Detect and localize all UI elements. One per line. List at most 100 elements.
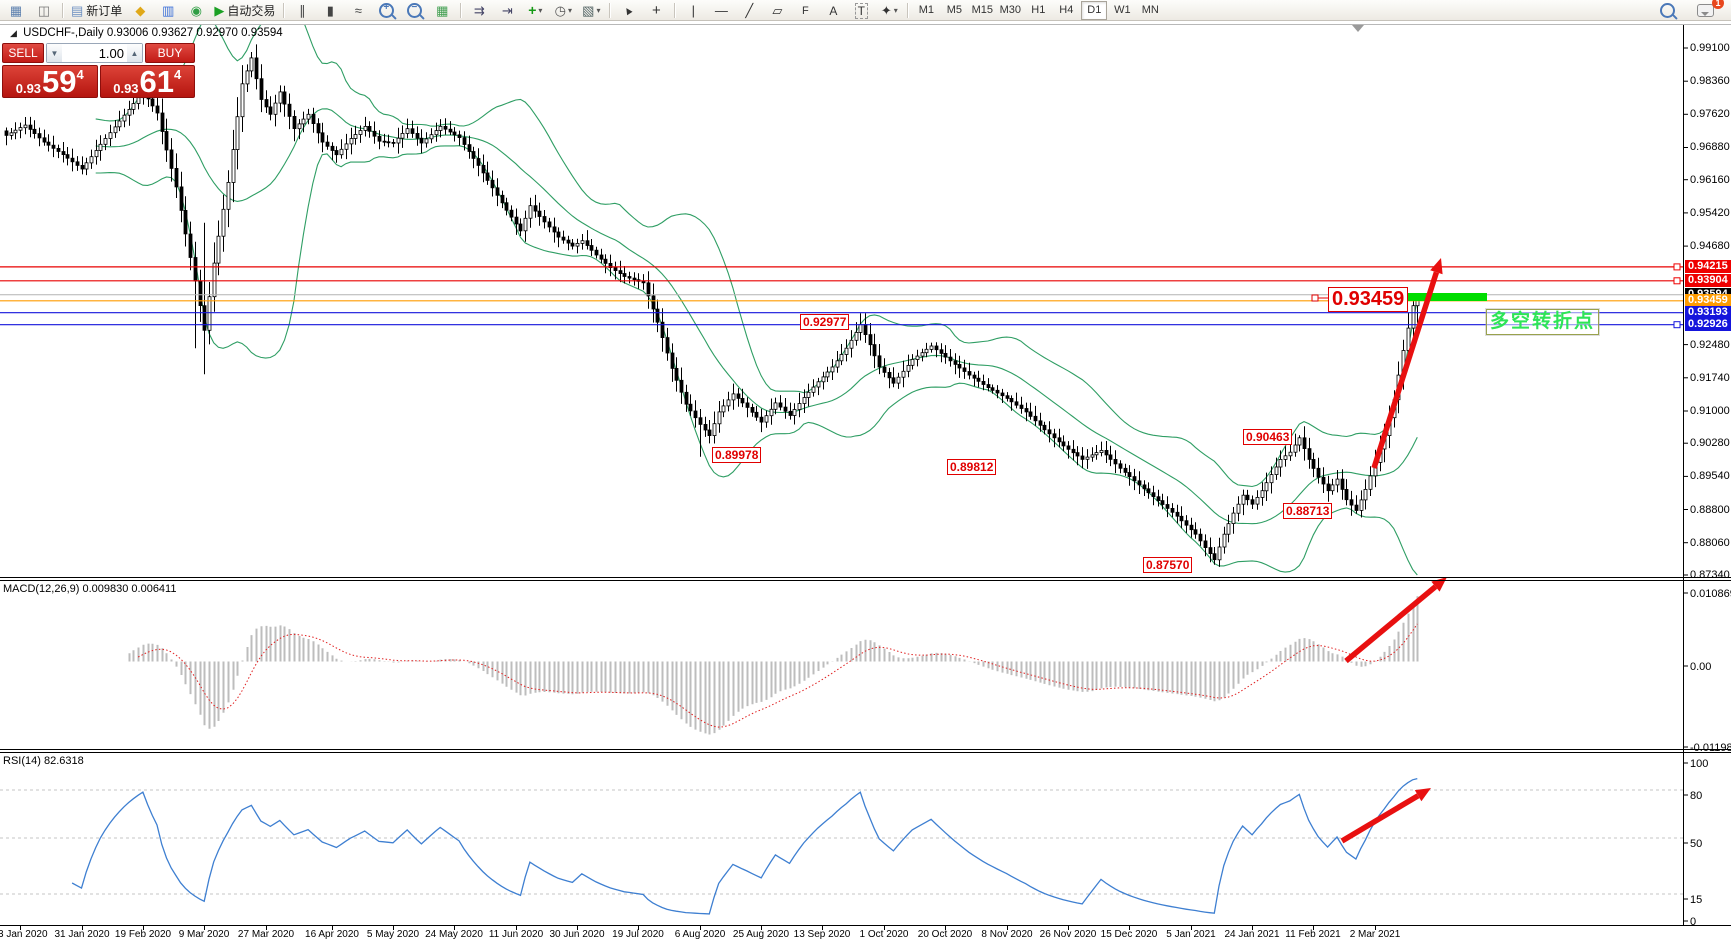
new-order-icon (71, 4, 83, 17)
text-tool-icon (829, 4, 837, 17)
indicator-tick-label: 80 (1690, 790, 1703, 802)
candlestick-icon (327, 4, 334, 17)
price-callout-label[interactable]: 0.93459 (1328, 287, 1409, 312)
collapse-panel-icon[interactable]: ◢ (10, 28, 17, 38)
timeframe-h4-button[interactable]: H4 (1059, 4, 1074, 16)
zoom-out-button[interactable]: − (401, 0, 427, 20)
price-tick-label: 0.89540 (1690, 470, 1730, 482)
indicators-menu-button[interactable]: ▾ (522, 0, 548, 20)
price-tick-label: 0.95420 (1690, 207, 1730, 219)
price-tick-label: 0.99100 (1690, 42, 1730, 54)
clock-icon (555, 4, 566, 17)
fibonacci-tool-button[interactable] (792, 0, 818, 20)
price-callout-label[interactable]: 0.89812 (947, 459, 997, 475)
auto-scroll-button[interactable] (466, 0, 492, 20)
price-tick-label: 0.97620 (1690, 108, 1730, 120)
volume-decrease-button[interactable]: ▼ (47, 44, 62, 62)
indicator-tick-label: 0 (1690, 916, 1697, 928)
text-label-icon (855, 4, 868, 17)
chat-bubble-icon (1696, 3, 1714, 17)
auto-trading-label: 自动交易 (227, 3, 276, 18)
chart-shift-button[interactable] (494, 0, 520, 20)
date-tick-label: 25 Aug 2020 (732, 929, 790, 940)
signals-icon (191, 4, 202, 17)
sell-button[interactable]: SELL (2, 43, 44, 63)
timeframe-d1-button[interactable]: D1 (1081, 0, 1108, 20)
trendline-tool-button[interactable] (736, 0, 762, 20)
periods-menu-button[interactable]: ▾ (550, 0, 576, 20)
date-tick-label: 1 Oct 2020 (859, 929, 909, 940)
price-callout-label[interactable]: 0.92977 (800, 314, 850, 330)
bar-chart-icon (299, 4, 306, 17)
templates-icon (582, 4, 594, 17)
auto-trading-button[interactable]: 自动交易 (211, 0, 278, 20)
timeframe-m5-button[interactable]: M5 (946, 4, 962, 16)
new-order-button[interactable]: 新订单 (68, 0, 125, 20)
horizontal-line-tool-button[interactable] (708, 0, 734, 20)
text-tool-button[interactable] (820, 0, 846, 20)
auto-trading-icon (214, 4, 224, 17)
date-tick-label: 11 Feb 2021 (1285, 929, 1341, 940)
volume-input[interactable] (62, 44, 127, 62)
price-tick-label: 0.96160 (1690, 174, 1730, 186)
search-button[interactable] (1654, 0, 1680, 20)
volume-increase-button[interactable]: ▲ (127, 44, 142, 62)
date-tick-label: 13 Sep 2020 (793, 929, 851, 940)
notifications-button[interactable]: 1 (1692, 0, 1724, 20)
buy-price-display[interactable]: 0.93 61 4 (99, 65, 195, 98)
crosshair-tool-button[interactable] (643, 0, 669, 20)
sell-price-pips: 59 (42, 64, 77, 99)
new-chart-window-button[interactable] (3, 0, 29, 20)
zoom-in-icon: + (378, 2, 394, 18)
templates-menu-button[interactable]: ▾ (578, 0, 604, 20)
date-tick-label: 19 Feb 2020 (114, 929, 172, 940)
turning-point-annotation: 多空转折点 (1486, 309, 1600, 335)
shapes-menu-button[interactable]: ▾ (876, 0, 902, 20)
shapes-icon (881, 4, 892, 17)
metaeditor-button[interactable] (127, 0, 153, 20)
price-callout-label[interactable]: 0.88713 (1283, 503, 1333, 519)
price-tick-label: 0.96880 (1690, 141, 1730, 153)
vertical-line-tool-button[interactable] (680, 0, 706, 20)
date-tick-label: 15 Dec 2020 (1100, 929, 1158, 940)
timeframe-m1-button[interactable]: M1 (918, 4, 934, 16)
date-tick-label: 26 Nov 2020 (1039, 929, 1097, 940)
timeframe-m15-button[interactable]: M15 (971, 4, 994, 16)
auto-scroll-icon (474, 4, 485, 17)
timeframe-mn-button[interactable]: MN (1141, 4, 1159, 16)
candlestick-chart-button[interactable] (317, 0, 343, 20)
toolbar-separator (674, 2, 676, 18)
date-tick-label: 20 Oct 2020 (917, 929, 973, 940)
price-tick-label: 0.91000 (1690, 405, 1730, 417)
timeframe-group: M1 M5 M15 M30 H1 H4 D1 W1 MN (912, 0, 1164, 20)
bar-chart-button[interactable] (289, 0, 315, 20)
date-tick-label: 24 Jan 2021 (1224, 929, 1280, 940)
channel-tool-button[interactable] (764, 0, 790, 20)
line-chart-icon (355, 4, 362, 17)
price-callout-label[interactable]: 0.90463 (1243, 429, 1293, 445)
date-tick-label: 11 Jun 2020 (488, 929, 544, 940)
price-callout-label[interactable]: 0.87570 (1143, 557, 1193, 573)
market-icon (162, 4, 174, 17)
zoom-in-button[interactable]: + (373, 0, 399, 20)
timeframe-m30-button[interactable]: M30 (999, 4, 1022, 16)
indicator-tick-label: 15 (1690, 894, 1703, 906)
market-watch-button[interactable] (155, 0, 181, 20)
chart-preview-button[interactable] (31, 0, 57, 20)
timeframe-h1-button[interactable]: H1 (1031, 4, 1046, 16)
date-tick-label: 31 Jan 2020 (54, 929, 110, 940)
price-tick-label: 0.87340 (1690, 569, 1730, 581)
price-callout-label[interactable]: 0.89978 (712, 447, 762, 463)
sell-price-display[interactable]: 0.93 59 4 (2, 65, 98, 98)
date-tick-label: 8 Nov 2020 (981, 929, 1033, 940)
line-chart-button[interactable] (345, 0, 371, 20)
cursor-tool-button[interactable] (615, 0, 641, 20)
tile-windows-button[interactable] (429, 0, 455, 20)
text-label-tool-button[interactable] (848, 0, 874, 20)
signals-button[interactable] (183, 0, 209, 20)
dropdown-caret-icon: ▾ (567, 5, 572, 15)
timeframe-w1-button[interactable]: W1 (1114, 4, 1131, 16)
buy-button[interactable]: BUY (145, 43, 195, 63)
